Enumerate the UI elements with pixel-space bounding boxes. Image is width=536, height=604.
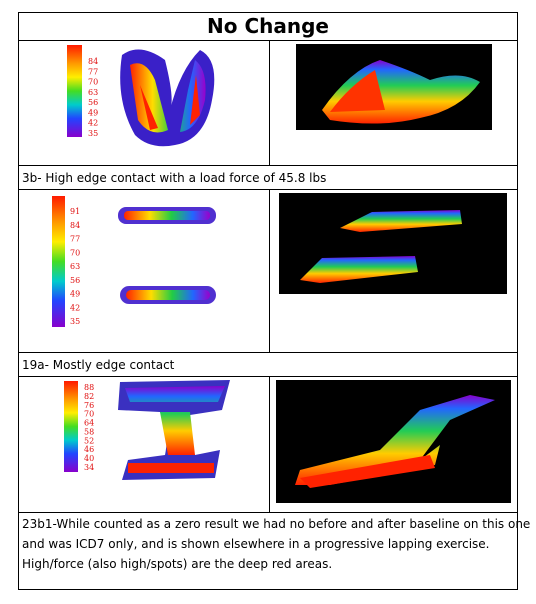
legend-label: 58 [84,427,94,436]
legends: 8477706356494235918477706356494235888276… [70,57,98,472]
caption-line: High/force (also high/spots) are the dee… [22,557,333,571]
colorbar [67,45,82,137]
legend-label: 63 [70,262,80,271]
legend-label: 84 [70,221,80,230]
caption-line: 23b1-While counted as a zero result we h… [22,517,531,531]
legend-label: 35 [88,129,98,138]
table-border [18,12,518,590]
caption-line: and was ICD7 only, and is shown elsewher… [22,537,490,551]
caption-line: 3b- High edge contact with a load force … [22,171,327,185]
divider [269,189,270,352]
surface-plot [300,256,418,283]
legend-label: 46 [84,445,94,454]
caption: 23b1-While counted as a zero result we h… [22,514,530,574]
pressure-map [124,211,210,220]
caption: 3b- High edge contact with a load force … [22,169,326,188]
rule [18,512,518,513]
legend-label: 63 [88,88,98,97]
legend-label: 56 [88,98,98,107]
legend-label: 49 [88,108,98,117]
pressure-map [126,290,210,300]
legend-label: 35 [70,317,80,326]
legend-label: 52 [84,436,94,445]
legend-label: 40 [84,454,94,463]
surface-plot [295,395,495,485]
divider [269,376,270,512]
surface-plot [340,210,462,232]
legend-label: 70 [70,248,80,257]
pressure-map [128,463,214,473]
legend-label: 77 [88,67,98,76]
surface-plot [300,455,435,488]
legend-label: 42 [88,119,98,128]
legend-label: 82 [84,392,94,401]
legend-label: 76 [84,401,94,410]
pressure-map [125,386,225,455]
rule [18,376,518,377]
caption-line: 19a- Mostly edge contact [22,358,175,372]
legend-label: 34 [84,463,94,472]
surface-plot [330,70,385,112]
legend-label: 84 [88,57,98,66]
rule [18,352,518,353]
caption: 19a- Mostly edge contact [22,356,174,375]
divider [269,40,270,165]
legend-label: 91 [70,207,80,216]
legend-label: 70 [84,410,94,419]
rule [18,189,518,190]
colorbar [52,196,65,327]
title: No Change [207,14,329,38]
rule [18,40,518,41]
rule [18,165,518,166]
legend-label: 77 [70,235,80,244]
legend-label: 88 [84,383,94,392]
legend-label: 64 [84,419,94,428]
legend-label: 42 [70,303,80,312]
legend-label: 70 [88,78,98,87]
colorbar [64,381,78,472]
legend-label: 56 [70,276,80,285]
legend-label: 49 [70,290,80,299]
